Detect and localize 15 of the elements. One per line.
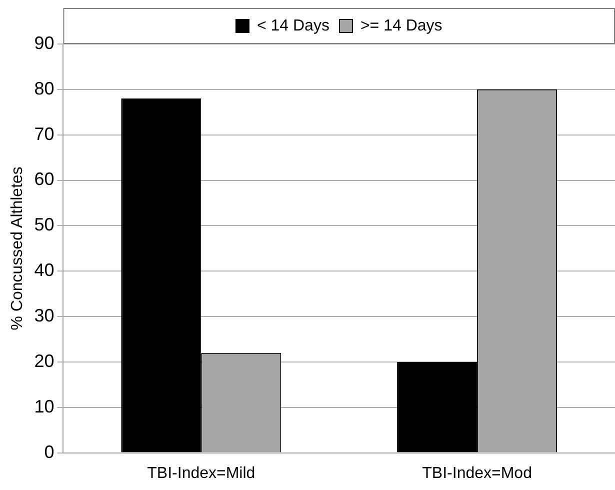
y-tick-label: 0: [44, 442, 54, 462]
y-tick-label: 50: [34, 214, 54, 235]
legend-label: < 14 Days: [256, 17, 330, 34]
y-tick-label: 70: [34, 124, 54, 144]
y-tick-label: 30: [34, 306, 54, 326]
y-tick-label: 10: [34, 396, 54, 416]
y-tick-label: 60: [34, 169, 54, 190]
y-axis-title: % Concussed Althletes: [9, 166, 26, 330]
y-tick-label: 20: [34, 350, 54, 371]
y-tick-label: 90: [34, 32, 54, 53]
legend-label: >= 14 Days: [360, 17, 442, 34]
y-tick-label: 80: [34, 78, 54, 98]
x-tick-label: TBI-Index=Mod: [422, 464, 532, 482]
x-tick-label: TBI-Index=Mild: [147, 464, 256, 482]
y-tick-label: 40: [34, 260, 54, 280]
